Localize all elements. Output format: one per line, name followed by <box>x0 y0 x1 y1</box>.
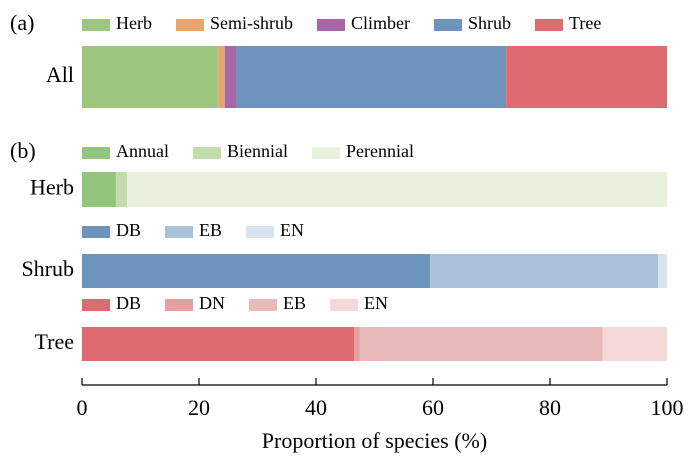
bar-segment <box>430 254 659 288</box>
bar-segment <box>82 327 355 361</box>
bar-segment <box>82 172 116 207</box>
bar-segment <box>658 254 667 288</box>
legend-label: EN <box>280 220 304 240</box>
bar-segment <box>224 46 237 108</box>
legend-swatch <box>433 19 462 31</box>
legend-swatch <box>165 299 194 311</box>
legend-swatch <box>175 19 204 31</box>
legend-swatch <box>312 147 340 159</box>
bar-segment <box>127 172 668 207</box>
category-label: Shrub <box>21 256 74 281</box>
legend-swatch <box>249 299 278 311</box>
bar-segment <box>359 327 603 361</box>
bar-segment <box>218 46 225 108</box>
legend-label: EB <box>283 293 306 313</box>
legend-label: Perennial <box>346 141 414 161</box>
category-label: All <box>46 62 74 87</box>
legend-label: Herb <box>116 13 152 33</box>
legend-swatch <box>246 226 275 238</box>
legend-label: DB <box>116 220 141 240</box>
x-axis-label: Proportion of species (%) <box>262 428 487 453</box>
x-tick-label: 80 <box>539 395 561 420</box>
x-tick-label: 60 <box>422 395 444 420</box>
bar-segment <box>506 46 667 108</box>
legend-swatch <box>535 19 563 31</box>
panel-label: (a) <box>10 10 34 35</box>
legend-swatch <box>316 19 345 31</box>
bar-segment <box>115 172 128 207</box>
x-tick-label: 20 <box>188 395 210 420</box>
bar-segment <box>82 46 219 108</box>
legend-swatch <box>193 147 221 159</box>
legend-swatch <box>82 19 110 31</box>
legend-swatch <box>82 226 110 238</box>
bar-segment <box>602 327 667 361</box>
legend-label: Semi-shrub <box>210 13 293 33</box>
legend-swatch <box>82 299 110 311</box>
legend-label: Shrub <box>468 13 511 33</box>
legend-swatch <box>165 226 194 238</box>
legend-label: DB <box>116 293 141 313</box>
bar-segment <box>354 327 360 361</box>
legend-label: Biennial <box>227 141 288 161</box>
legend-label: EN <box>364 293 388 313</box>
legend-label: EB <box>199 220 222 240</box>
x-tick-label: 40 <box>305 395 327 420</box>
category-label: Herb <box>30 175 74 200</box>
bar-segment <box>236 46 507 108</box>
legend-swatch <box>82 147 110 159</box>
legend-label: Annual <box>116 141 169 161</box>
legend-swatch <box>330 299 359 311</box>
x-tick-label: 0 <box>77 395 88 420</box>
legend-label: Climber <box>351 13 410 33</box>
panel-label: (b) <box>10 138 36 163</box>
legend-label: Tree <box>569 13 601 33</box>
legend-label: DN <box>199 293 225 313</box>
x-tick-label: 100 <box>651 395 684 420</box>
bar-segment <box>82 254 431 288</box>
category-label: Tree <box>34 329 74 354</box>
